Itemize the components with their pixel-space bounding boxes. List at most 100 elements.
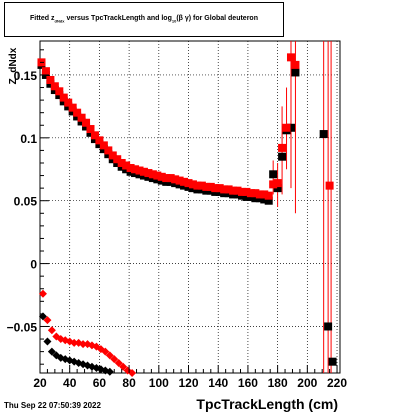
data-point-square [162,174,171,183]
data-point-square [41,67,50,76]
data-point-square [246,189,255,198]
data-point-square [73,108,82,117]
y-tick-label: 0 [30,258,37,272]
data-point-square [59,93,68,102]
data-point-square [157,172,166,181]
y-tick-label: 0.1 [20,132,37,146]
data-point-square [202,182,211,191]
x-tick-label: 40 [63,376,77,390]
data-point-square [77,113,86,122]
x-tick-label: 60 [93,376,107,390]
data-point-square [269,180,278,189]
error-bars [272,41,332,373]
y-axis-label: Z_dNdx [8,47,19,84]
data-point-diamond [114,358,123,367]
data-point-square [153,171,162,180]
data-point-square [324,322,333,331]
data-point-square [251,194,260,203]
timestamp-label: Thu Sep 22 07:50:39 2022 [4,401,101,410]
data-point-square [291,68,300,77]
data-point-square [269,170,278,179]
data-point-diamond [38,312,47,321]
data-point-diamond [79,340,88,349]
data-point-diamond [128,369,137,377]
data-point-diamond [119,362,128,371]
data-point-square [224,185,233,194]
data-point-square [188,180,197,189]
data-point-square [237,187,246,196]
data-point-diamond [110,355,119,364]
data-point-square [242,187,251,196]
x-tick-label: 220 [327,376,347,390]
data-point-square [206,182,215,191]
data-point-square [117,158,126,167]
data-point-diamond [43,316,52,325]
data-point-square [260,195,269,204]
data-point-diamond [101,347,110,356]
data-point-square [319,130,328,139]
data-point-square [193,181,202,190]
data-point-square [86,125,95,134]
data-point-square [286,123,295,132]
plot-frame [39,40,341,374]
x-tick-label: 80 [122,376,136,390]
data-point-square [64,98,73,107]
data-point-square [255,190,264,199]
chart-title: Fitted zdNdx versus TpcTrackLength and l… [30,15,258,24]
data-point-square [251,189,260,198]
chart-title-box: Fitted zdNdx versus TpcTrackLength and l… [4,2,284,37]
data-point-square [325,181,334,190]
data-point-square [148,170,157,179]
x-axis-label: TpcTrackLength (cm) [196,396,338,412]
data-point-square [108,151,117,160]
data-point-square [104,146,113,155]
data-point-diamond [38,289,47,298]
data-point-square [229,186,238,195]
data-point-square [215,184,224,193]
data-point-square [113,155,122,164]
data-point-square [82,118,91,127]
x-tick-label: 200 [297,376,317,390]
data-point-square [278,143,287,152]
x-tick-label: 180 [268,376,288,390]
data-point-square [166,174,175,183]
data-point-square [233,186,242,195]
data-point-square [46,75,55,84]
data-point-square [175,176,184,185]
data-point-square [126,164,135,173]
x-tick-label: 100 [149,376,169,390]
data-point-square [260,190,269,199]
x-tick-label: 20 [33,376,47,390]
data-point-diamond [47,326,56,335]
data-point-square [131,165,140,174]
data-point-square [90,131,99,140]
data-point-square [286,53,295,62]
data-point-square [55,87,64,96]
x-tick-label: 140 [208,376,228,390]
data-point-square [291,60,300,69]
data-point-square [197,181,206,190]
data-point-square [171,175,180,184]
data-point-square [68,103,77,112]
data-point-square [264,191,273,200]
data-point-square [242,192,251,201]
data-points [37,53,337,377]
data-point-diamond [47,347,56,356]
x-tick-label: 160 [238,376,258,390]
data-point-square [264,196,273,205]
data-point-diamond [105,351,114,360]
data-point-square [282,123,291,132]
axis-ticks: 20 40 60 80 100 120 140 160 180 200 220 −0.05 0 0.05 0… [7,49,347,390]
y-tick-label: 0.05 [14,195,38,209]
data-point-square [328,357,337,366]
data-point-square [50,82,59,91]
data-point-square [184,179,193,188]
data-point-square [135,166,144,175]
y-tick-label: −0.05 [7,320,38,334]
x-tick-label: 120 [178,376,198,390]
data-point-square [95,136,104,145]
data-point-square [99,141,108,150]
data-point-square [273,184,282,193]
data-point-diamond [70,338,79,347]
